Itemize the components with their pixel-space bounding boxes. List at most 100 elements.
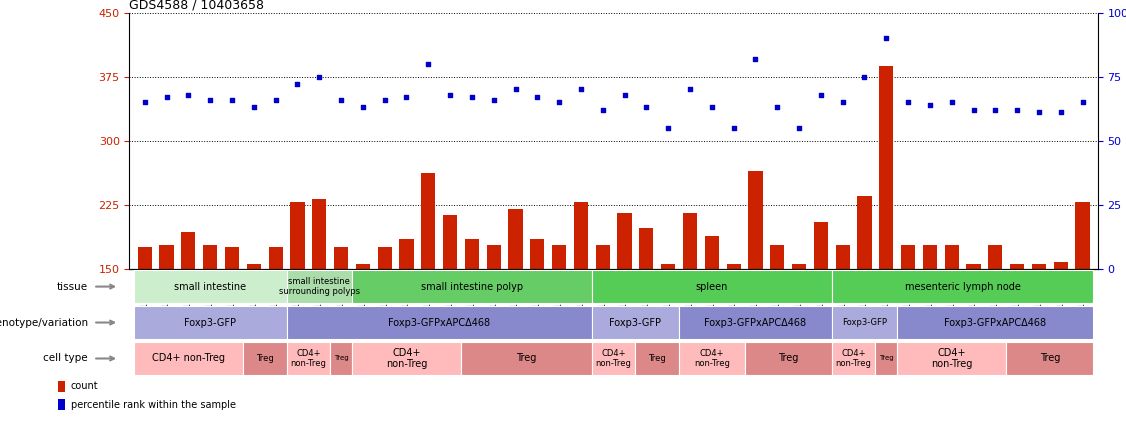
Point <box>332 96 350 103</box>
Bar <box>679 342 744 375</box>
Bar <box>705 236 718 269</box>
Point <box>986 107 1004 113</box>
Bar <box>377 247 392 269</box>
Point <box>1008 107 1026 113</box>
Text: mesenteric lymph node: mesenteric lymph node <box>904 282 1020 291</box>
Point <box>812 91 830 98</box>
Bar <box>465 239 479 269</box>
Text: Treg: Treg <box>516 354 537 363</box>
Text: small intestine
surrounding polyps: small intestine surrounding polyps <box>278 277 360 296</box>
Bar <box>134 342 243 375</box>
Bar <box>461 342 592 375</box>
Text: Foxp3-GFP: Foxp3-GFP <box>609 318 661 327</box>
Point <box>354 104 372 111</box>
Bar <box>640 228 653 269</box>
Bar <box>592 342 635 375</box>
Bar <box>268 247 283 269</box>
Bar <box>247 264 261 269</box>
Bar <box>682 213 697 269</box>
Bar <box>509 209 522 269</box>
Point <box>637 104 655 111</box>
Text: Foxp3-GFPxAPCΔ468: Foxp3-GFPxAPCΔ468 <box>945 318 1046 327</box>
Text: Foxp3-GFP: Foxp3-GFP <box>842 318 887 327</box>
Bar <box>286 270 352 303</box>
Bar <box>835 245 850 269</box>
Point <box>768 104 786 111</box>
Point <box>244 104 262 111</box>
Point <box>528 94 546 101</box>
Point <box>725 124 743 131</box>
Bar <box>897 306 1093 339</box>
Bar <box>225 247 239 269</box>
Bar <box>923 245 937 269</box>
Text: percentile rank within the sample: percentile rank within the sample <box>71 400 235 409</box>
Text: CD4+
non-Treg: CD4+ non-Treg <box>596 349 632 368</box>
Bar <box>1031 264 1046 269</box>
Bar <box>400 239 413 269</box>
Point <box>833 99 851 106</box>
Bar <box>901 245 915 269</box>
Bar <box>291 202 304 269</box>
Text: cell type: cell type <box>44 354 88 363</box>
Bar <box>552 245 566 269</box>
Point <box>202 96 220 103</box>
Point <box>856 73 874 80</box>
Point <box>136 99 154 106</box>
Point <box>899 99 917 106</box>
Bar <box>330 342 352 375</box>
Text: Treg: Treg <box>649 354 667 363</box>
Point <box>965 107 983 113</box>
Text: count: count <box>71 382 98 391</box>
Bar <box>770 245 785 269</box>
Point <box>659 124 677 131</box>
Point <box>593 107 611 113</box>
Bar <box>352 342 461 375</box>
Bar <box>617 213 632 269</box>
Bar <box>1010 264 1025 269</box>
Text: small intestine polyp: small intestine polyp <box>421 282 522 291</box>
Point <box>616 91 634 98</box>
Bar <box>486 245 501 269</box>
Text: CD4+
non-Treg: CD4+ non-Treg <box>835 349 872 368</box>
Bar <box>592 270 832 303</box>
Bar <box>726 264 741 269</box>
Point <box>441 91 459 98</box>
Point <box>1073 99 1091 106</box>
Bar <box>137 247 152 269</box>
Bar <box>661 264 676 269</box>
Bar <box>814 222 828 269</box>
Bar <box>243 342 286 375</box>
Bar <box>857 196 872 269</box>
Text: tissue: tissue <box>57 282 88 291</box>
Bar <box>1075 202 1090 269</box>
Bar <box>134 306 286 339</box>
Bar <box>286 306 592 339</box>
Bar <box>443 215 457 269</box>
Point <box>790 124 808 131</box>
Bar <box>1007 342 1093 375</box>
Text: Treg: Treg <box>333 355 348 362</box>
Text: CD4+
non-Treg: CD4+ non-Treg <box>291 349 327 368</box>
Point <box>877 35 895 42</box>
Text: Treg: Treg <box>778 354 798 363</box>
Bar <box>679 306 832 339</box>
Point <box>311 73 329 80</box>
Point <box>179 91 197 98</box>
Point <box>223 96 241 103</box>
Point <box>376 96 394 103</box>
Text: CD4+
non-Treg: CD4+ non-Treg <box>931 348 973 369</box>
Text: spleen: spleen <box>696 282 729 291</box>
Text: Foxp3-GFPxAPCΔ468: Foxp3-GFPxAPCΔ468 <box>705 318 806 327</box>
Bar <box>530 239 545 269</box>
Bar <box>832 270 1093 303</box>
Bar <box>59 381 65 392</box>
Bar <box>749 170 762 269</box>
Bar <box>574 202 588 269</box>
Bar <box>203 245 217 269</box>
Bar <box>59 399 65 410</box>
Bar <box>596 245 610 269</box>
Point <box>397 94 415 101</box>
Text: Foxp3-GFP: Foxp3-GFP <box>185 318 236 327</box>
Bar <box>592 306 679 339</box>
Point <box>288 81 306 88</box>
